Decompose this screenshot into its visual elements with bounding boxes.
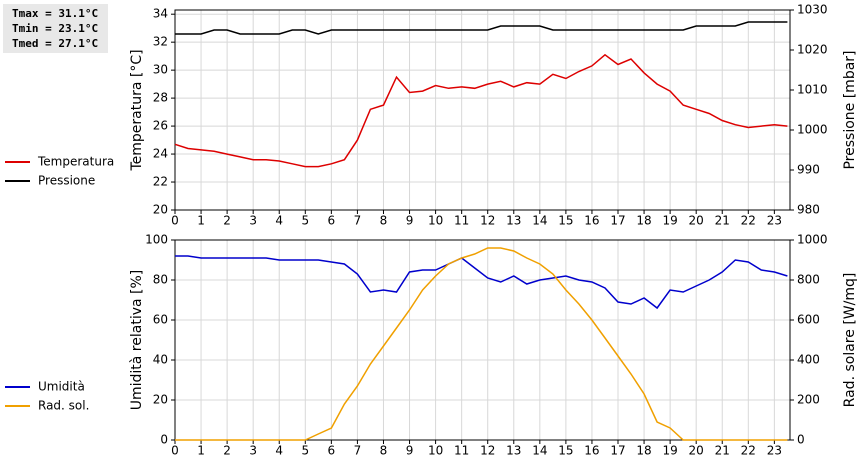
- x-tick-label: 5: [301, 444, 309, 458]
- legend-label: Umidità: [38, 380, 85, 394]
- x-tick-label: 19: [662, 444, 677, 458]
- x-tick-label: 15: [558, 444, 573, 458]
- legend-label: Pressione: [38, 174, 95, 188]
- y-axis-label: Temperatura [°C]: [129, 49, 145, 171]
- x-tick-label: 21: [715, 444, 730, 458]
- y2-tick-label: 990: [797, 163, 820, 177]
- y-tick-label: 30: [153, 63, 168, 77]
- x-tick-label: 10: [428, 214, 443, 228]
- x-tick-label: 12: [480, 444, 495, 458]
- x-tick-label: 8: [380, 444, 388, 458]
- y-tick-label: 26: [153, 119, 168, 133]
- x-tick-label: 4: [275, 214, 283, 228]
- line-series: [175, 247, 788, 441]
- x-tick-label: 16: [584, 444, 599, 458]
- plot-frame: [174, 239, 791, 441]
- stat: Tmin = 23.1°C: [12, 22, 98, 35]
- x-tick-label: 13: [506, 214, 521, 228]
- x-tick-label: 6: [328, 444, 336, 458]
- x-tick-label: 20: [689, 444, 704, 458]
- stat: Tmax = 31.1°C: [12, 7, 98, 20]
- x-tick-label: 3: [249, 444, 257, 458]
- x-tick-label: 21: [715, 214, 730, 228]
- line-series: [175, 255, 788, 310]
- x-tick-label: 14: [532, 444, 547, 458]
- x-tick-label: 11: [454, 444, 469, 458]
- plot-area: [175, 240, 790, 440]
- y-tick-label: 0: [160, 433, 168, 447]
- x-tick-label: 18: [636, 444, 651, 458]
- x-tick-label: 10: [428, 444, 443, 458]
- line-series: [175, 21, 788, 35]
- y-tick-label: 34: [153, 7, 168, 21]
- x-tick-label: 0: [171, 214, 179, 228]
- x-tick-label: 17: [610, 444, 625, 458]
- x-tick-label: 15: [558, 214, 573, 228]
- x-tick-label: 6: [328, 214, 336, 228]
- stats-box: [3, 4, 108, 53]
- x-tick-label: 0: [171, 444, 179, 458]
- y-axis-label: Umidità relativa [%]: [129, 270, 145, 411]
- y2-tick-label: 400: [797, 353, 820, 367]
- y-tick-label: 28: [153, 91, 168, 105]
- y2-axis-label: Rad. solare [W/mq]: [842, 273, 858, 408]
- x-tick-label: 9: [406, 444, 414, 458]
- y-tick-label: 22: [153, 175, 168, 189]
- x-tick-label: 22: [741, 214, 756, 228]
- x-tick-label: 2: [223, 444, 231, 458]
- y2-tick-label: 1000: [797, 123, 828, 137]
- y-tick-label: 100: [145, 233, 168, 247]
- x-tick-label: 13: [506, 444, 521, 458]
- x-tick-label: 7: [354, 214, 362, 228]
- x-tick-label: 22: [741, 444, 756, 458]
- legend-label: Rad. sol.: [38, 399, 89, 413]
- x-tick-label: 12: [480, 214, 495, 228]
- y2-axis-label: Pressione [mbar]: [842, 50, 858, 169]
- y2-tick-label: 800: [797, 273, 820, 287]
- x-tick-label: 4: [275, 444, 283, 458]
- x-tick-label: 1: [197, 444, 205, 458]
- x-tick-label: 18: [636, 214, 651, 228]
- x-tick-label: 23: [767, 444, 782, 458]
- y-tick-label: 24: [153, 147, 168, 161]
- y2-tick-label: 600: [797, 313, 820, 327]
- y-tick-label: 20: [153, 393, 168, 407]
- y2-tick-label: 1030: [797, 3, 828, 17]
- x-tick-label: 16: [584, 214, 599, 228]
- x-tick-label: 1: [197, 214, 205, 228]
- x-tick-label: 7: [354, 444, 362, 458]
- y-tick-label: 40: [153, 353, 168, 367]
- y-tick-label: 20: [153, 203, 168, 217]
- y2-tick-label: 1000: [797, 233, 828, 247]
- y-tick-label: 32: [153, 35, 168, 49]
- x-tick-label: 3: [249, 214, 257, 228]
- x-tick-label: 19: [662, 214, 677, 228]
- stat: Tmed = 27.1°C: [12, 37, 98, 50]
- x-tick-label: 23: [767, 214, 782, 228]
- x-tick-label: 5: [301, 214, 309, 228]
- y2-tick-label: 0: [797, 433, 805, 447]
- y2-tick-label: 1020: [797, 43, 828, 57]
- y-tick-label: 60: [153, 313, 168, 327]
- x-tick-label: 2: [223, 214, 231, 228]
- y2-tick-label: 1010: [797, 83, 828, 97]
- plot-frame: [174, 9, 791, 211]
- y2-tick-label: 980: [797, 203, 820, 217]
- x-tick-label: 8: [380, 214, 388, 228]
- plot-area: [175, 10, 790, 210]
- x-tick-label: 17: [610, 214, 625, 228]
- x-tick-label: 11: [454, 214, 469, 228]
- x-tick-label: 20: [689, 214, 704, 228]
- x-tick-label: 14: [532, 214, 547, 228]
- x-tick-label: 9: [406, 214, 414, 228]
- line-series: [174, 53, 788, 168]
- y-tick-label: 80: [153, 273, 168, 287]
- y2-tick-label: 200: [797, 393, 820, 407]
- legend-label: Temperatura: [37, 155, 114, 169]
